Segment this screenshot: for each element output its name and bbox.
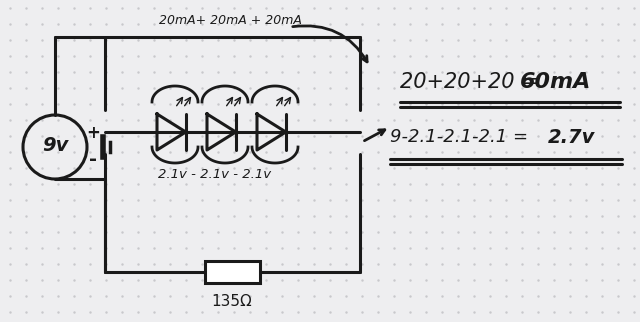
Text: +: + [86,124,100,142]
Text: 9v: 9v [42,136,68,155]
Text: 2.7v: 2.7v [548,128,595,147]
Text: 135Ω: 135Ω [212,294,252,309]
Text: 20mA+ 20mA + 20mA: 20mA+ 20mA + 20mA [159,14,301,26]
Text: 60mA: 60mA [520,72,591,92]
Bar [205,261,259,283]
Text: -: - [89,149,97,168]
Text: 9-2.1-2.1-2.1 =: 9-2.1-2.1-2.1 = [390,128,534,146]
Text: 20+20+20 =: 20+20+20 = [400,72,545,92]
Text: 2.1v - 2.1v - 2.1v: 2.1v - 2.1v - 2.1v [159,167,271,181]
